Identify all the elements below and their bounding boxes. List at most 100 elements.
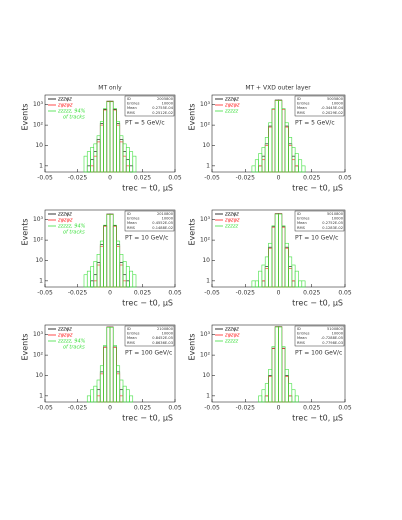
histogram-bar [291,264,296,288]
x-tick-label: 0.025 [303,405,320,412]
stats-value: 0.8452E-05 [152,336,173,340]
x-tick-label: 0 [108,175,112,182]
histogram-bar [274,99,279,173]
histogram-bar [96,395,101,403]
histogram-bar [109,326,114,403]
histogram-bar [90,165,95,173]
legend-label: zzzzz [224,109,238,115]
histogram-bar [103,347,108,403]
y-tick-label: 10 [35,372,43,379]
histogram-bar [112,109,117,173]
x-tick-label: 0 [108,290,112,297]
histogram-bar [274,100,279,173]
histogram-bar [112,345,117,403]
histogram-bar [284,375,289,403]
histogram-bar [271,348,276,403]
y-tick-label: 10³ [33,101,44,108]
histogram-bar [258,270,263,288]
histogram-bar [258,395,263,403]
histogram-bar [83,155,88,173]
histogram-bar [268,125,273,173]
stats-value: 2005800 [157,97,174,101]
histogram-bar [271,225,276,288]
y-tick-label: 10² [33,352,44,359]
histogram-bar [281,346,286,403]
y-tick-label: 10² [200,122,211,129]
x-tick-label: 0.025 [134,175,151,182]
histogram-bar [278,326,283,403]
histogram-bar [96,135,101,173]
stats-box [124,95,175,117]
histogram-bar [281,108,286,173]
x-tick-label: 0 [108,405,112,412]
legend-label: zzzφz [57,97,72,103]
histogram-bar [119,262,124,288]
stats-value: 10000 [162,102,174,106]
x-tick-label: -0.025 [236,405,256,412]
legend-label: zzzφz [224,212,239,218]
histogram-bar [278,213,283,288]
histogram-bar [264,395,269,403]
stats-box [294,325,345,347]
histogram-bar [109,213,114,288]
y-axis-label: Events [21,333,30,360]
stats-value: 2100800 [157,327,174,331]
histogram-bar [298,159,303,173]
legend-label: zφzφz [57,218,73,224]
histogram-bar [99,124,104,173]
histogram-bar [99,371,104,403]
stats-box [124,325,175,347]
histogram-bar [284,125,289,173]
histogram-bar [284,376,289,403]
stats-label: Mean [127,106,137,110]
legend-label: zφzφz [224,333,240,339]
histogram-bar [103,346,108,403]
histogram-bar [122,151,127,173]
legend-label: zφzφz [57,103,73,109]
histogram-bar [268,246,273,288]
histogram-bar [119,264,124,288]
x-tick-label: 0 [277,290,281,297]
histogram-bar [271,226,276,288]
x-axis-label: trec − t0, μS [122,184,173,193]
x-tick-label: 0.025 [134,290,151,297]
legend-label: zzzzz [224,224,238,230]
stats-label: RMS [127,226,136,230]
stats-label: ID [127,97,131,101]
histogram-bar [109,213,114,288]
histogram-bar [109,327,114,403]
histogram-bar [294,153,299,173]
stats-value: 0.2029E-02 [322,111,343,115]
column-title: MT only [98,85,122,92]
stats-label: ID [297,97,301,101]
histogram-bar [122,261,127,288]
histogram-bar [288,268,293,288]
stats-label: RMS [127,111,136,115]
histogram-bar [109,100,114,173]
histogram-bar [122,280,127,288]
histogram-bar [281,226,286,288]
x-tick-label: 0.05 [338,290,352,297]
histogram-bar [129,395,134,403]
stats-value: 0.1283E-02 [322,226,343,230]
histogram-bar [109,101,114,173]
histogram-bar [129,165,134,173]
x-tick-label: -0.025 [68,405,88,412]
stats-value: 0.2755E-04 [152,106,173,110]
momentum-label: PT = 5 GeV/c [125,120,165,127]
stats-label: RMS [297,341,306,345]
x-tick-label: 0.05 [168,405,182,412]
histogram-bar [251,280,256,288]
histogram-bar [109,101,114,173]
histogram-bar [271,346,276,403]
histogram-bar [278,326,283,403]
histogram-bar [116,244,121,288]
stats-value: -0.3445E-04 [321,106,344,110]
legend-label: zzzφz [57,327,72,333]
legend-label: zzzzz, 94% [57,339,86,345]
histogram-bar [112,346,117,403]
histogram-bar [301,165,306,173]
histogram-bar [96,141,101,173]
histogram-bar [116,373,121,403]
